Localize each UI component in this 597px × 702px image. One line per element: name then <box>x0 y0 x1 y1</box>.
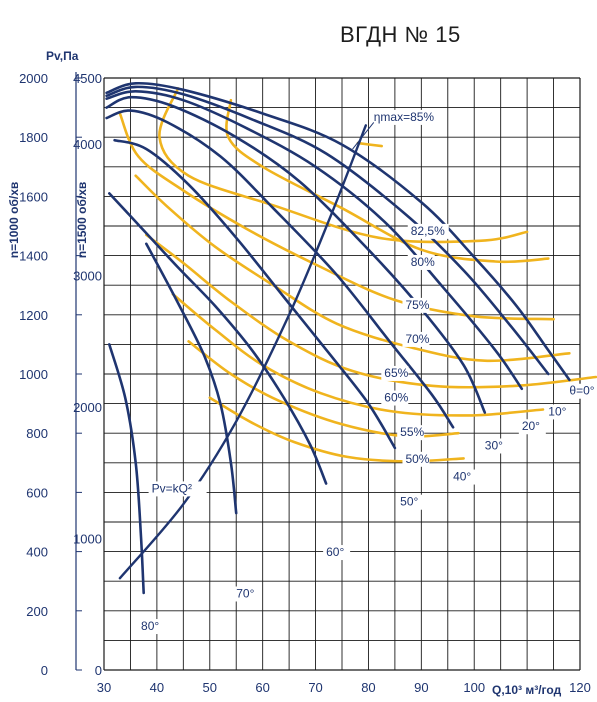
left-axis-tick-label: 0 <box>41 663 48 678</box>
pressure-curve <box>105 85 550 376</box>
system-curve-label: Pv=kQ² <box>152 481 192 495</box>
left-axis-tick-label: 2000 <box>19 71 48 86</box>
right-axis-tick-label: 4500 <box>73 71 102 86</box>
efficiency-curve <box>187 340 460 438</box>
x-axis-tick-label: 50 <box>203 680 217 695</box>
blade-angle-label: 80° <box>141 619 159 633</box>
right-axis-tick-label: 0 <box>95 663 102 678</box>
pressure-curve <box>108 192 328 485</box>
efficiency-curve <box>134 174 571 363</box>
efficiency-curve <box>356 141 383 148</box>
efficiency-label-bg <box>407 254 435 270</box>
angle-label-bg <box>450 469 478 485</box>
blade-angle-label: 30° <box>485 438 503 452</box>
x-axis-tick-label: 30 <box>97 680 111 695</box>
pressure-curve <box>113 138 397 450</box>
left-axis-sublabel: n=1000 об/хв <box>7 182 21 259</box>
pressure-curve <box>145 242 238 515</box>
left-axis-tick-label: 1400 <box>19 249 48 264</box>
angle-label-bg <box>481 438 509 454</box>
left-axis-tick-label: 1000 <box>19 367 48 382</box>
chart-title: ВГДН № 15 <box>340 22 461 47</box>
eta-max-leader <box>352 122 375 150</box>
efficiency-curve <box>225 98 550 264</box>
left-axis-tick-label: 600 <box>26 485 48 500</box>
efficiency-label-bg <box>397 425 425 441</box>
angle-label-bg <box>566 383 597 399</box>
efficiency-label: 60% <box>384 391 408 405</box>
efficiency-label-bg <box>381 365 409 381</box>
system-curve <box>118 124 367 580</box>
efficiency-label-bg <box>402 331 430 347</box>
efficiency-label-bg <box>407 223 449 239</box>
blade-angle-label: 10° <box>548 404 566 418</box>
efficiency-label: 50% <box>405 452 429 466</box>
efficiency-label: 70% <box>405 332 429 346</box>
right-axis-tick-label: 2000 <box>73 400 102 415</box>
x-axis-label: Q,10³ м³/год <box>492 683 562 697</box>
left-axis-tick-label: 1200 <box>19 308 48 323</box>
angle-label-bg <box>545 404 573 420</box>
right-axis-tick-label: 4000 <box>73 137 102 152</box>
x-axis-tick-label: 70 <box>308 680 322 695</box>
angle-label-bg <box>323 545 351 561</box>
pressure-curve <box>105 109 455 429</box>
angle-label-bg <box>397 494 425 510</box>
efficiency-label: 80% <box>411 255 435 269</box>
left-axis-tick-label: 400 <box>26 545 48 560</box>
blade-angle-label: 20° <box>522 419 540 433</box>
x-axis-tick-label: 100 <box>463 680 485 695</box>
right-axis-tick-label: 1000 <box>73 531 102 546</box>
left-axis-tick-label: 1800 <box>19 130 48 145</box>
efficiency-label: 55% <box>400 425 424 439</box>
efficiency-curve <box>158 87 529 244</box>
efficiency-label-bg <box>402 297 430 313</box>
x-axis-tick-label: 60 <box>255 680 269 695</box>
efficiency-curve <box>171 292 545 417</box>
efficiency-label: 65% <box>384 366 408 380</box>
left-axis-tick-label: 200 <box>26 604 48 619</box>
blade-angle-label: 60° <box>326 545 344 559</box>
right-axis-tick-label: 3000 <box>73 268 102 283</box>
blade-angle-label: 70° <box>236 586 254 600</box>
left-axis-tick-label: 1600 <box>19 189 48 204</box>
efficiency-label: ηmax=85% <box>374 110 435 124</box>
x-axis-tick-label: 90 <box>414 680 428 695</box>
right-axis-label: n=1500 об/хв <box>75 182 89 259</box>
pressure-curve <box>105 89 524 391</box>
angle-label-bg <box>138 619 166 635</box>
pressure-curve <box>105 95 487 414</box>
x-axis-tick-label: 40 <box>150 680 164 695</box>
efficiency-label-bg <box>402 451 430 467</box>
efficiency-label: 75% <box>405 298 429 312</box>
left-axis-tick-label: 800 <box>26 426 48 441</box>
angle-label-bg <box>233 586 261 602</box>
efficiency-label-bg <box>370 109 433 125</box>
blade-angle-label: 40° <box>453 470 471 484</box>
blade-angle-label: 50° <box>400 495 418 509</box>
efficiency-label: 82,5% <box>411 224 445 238</box>
blade-angle-label: θ=0° <box>569 384 594 398</box>
efficiency-curve <box>145 233 597 389</box>
x-axis-tick-label: 80 <box>361 680 375 695</box>
x-axis-tick-label: 120 <box>569 680 591 695</box>
angle-label-bg <box>518 419 546 435</box>
efficiency-label-bg <box>381 390 409 406</box>
left-axis-label: Pv,Па <box>46 49 79 63</box>
system-label-bg <box>148 481 207 497</box>
pressure-curve <box>105 81 571 382</box>
